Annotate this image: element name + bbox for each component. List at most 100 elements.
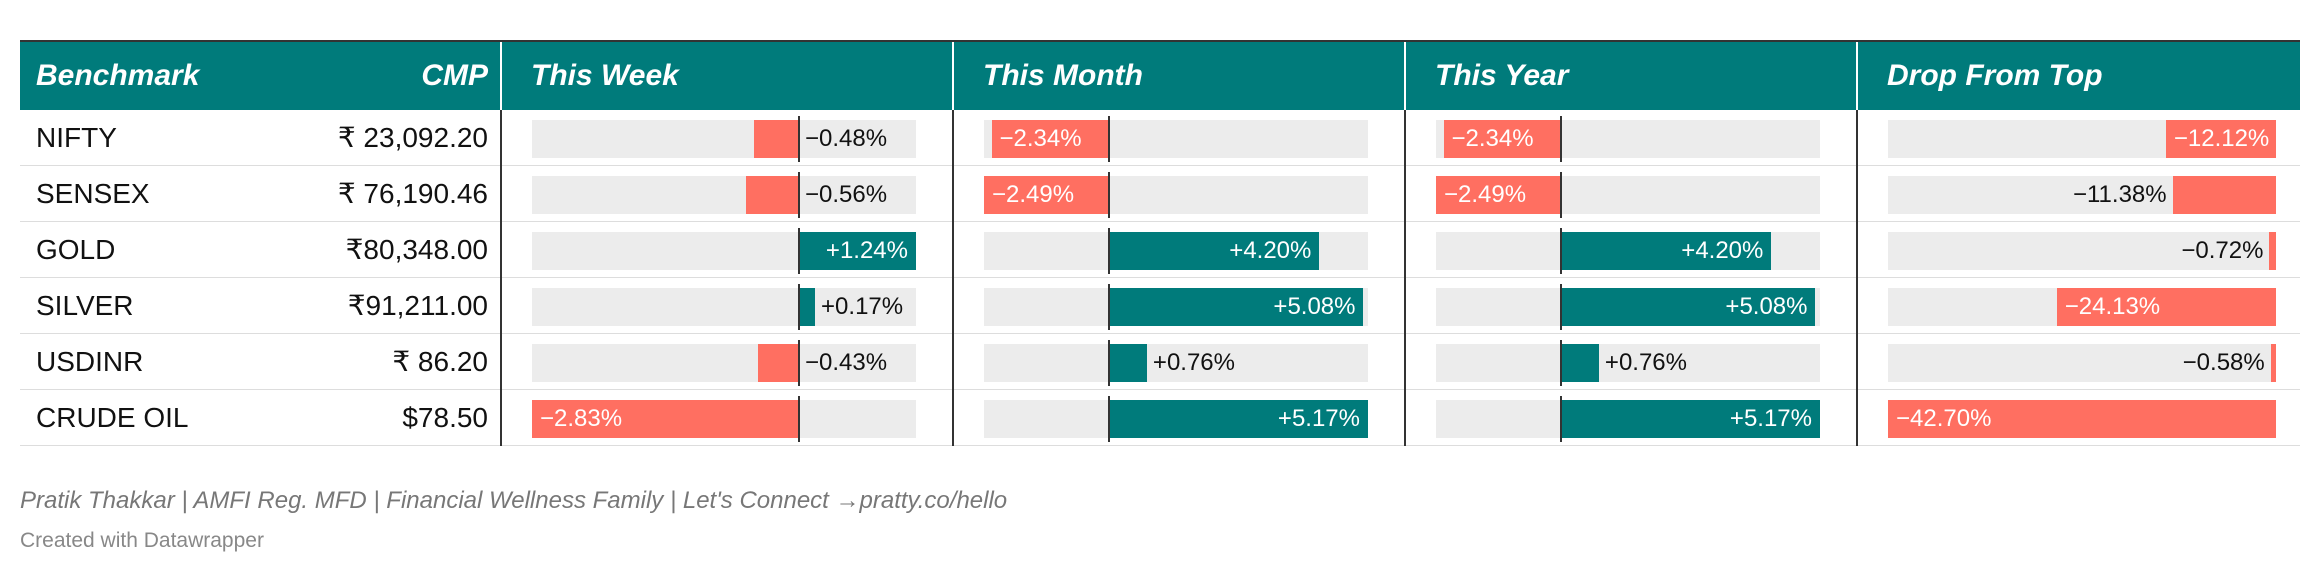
drop-value-label: −0.72% (2181, 237, 2264, 264)
month-value-label: +0.76% (1152, 349, 1235, 376)
year-zero-line (1559, 116, 1562, 162)
week-value-label: −2.83% (540, 405, 623, 432)
year-bar (1436, 176, 1561, 214)
week-bar-track: −0.56% (532, 172, 916, 218)
month-zero-line (1107, 284, 1110, 330)
drop-bar-track: −42.70% (1888, 400, 2276, 438)
footer-credit: Created with Datawrapper (20, 529, 264, 552)
month-bar-track: +5.17% (984, 396, 1368, 442)
drop-bar (2165, 120, 2276, 158)
drop-bar (2270, 344, 2276, 382)
week-bar (753, 120, 799, 158)
year-zero-line (1559, 340, 1562, 386)
year-value-label: +5.08% (1725, 293, 1808, 320)
drop-value-label: −11.38% (2072, 181, 2167, 208)
benchmark-name: NIFTY (36, 122, 117, 153)
month-zero-line (1107, 172, 1110, 218)
cmp-value: ₹ 86.20 (392, 346, 488, 377)
year-bar (1443, 120, 1561, 158)
month-zero-line (1107, 396, 1110, 442)
month-bar-track: +4.20% (984, 228, 1368, 274)
year-bar-track: −2.49% (1436, 172, 1820, 218)
year-bar-track: −2.34% (1436, 116, 1820, 162)
week-bar-track: −0.43% (532, 340, 916, 386)
header-separator (500, 42, 502, 110)
week-zero-line (798, 340, 800, 386)
month-bar (1108, 344, 1147, 382)
week-zero-line (798, 228, 800, 274)
week-value-label: −0.43% (805, 349, 888, 376)
month-zero-line (1107, 228, 1110, 274)
drop-bar-track: −0.58% (1888, 344, 2276, 382)
month-bar (984, 176, 1109, 214)
cmp-value: ₹80,348.00 (345, 234, 488, 265)
table-row: SILVER ₹91,211.00 +0.17% +5.08% +5.08% −24.13… (20, 278, 2300, 334)
week-bar (799, 288, 816, 326)
year-value-label: −2.49% (1444, 181, 1527, 208)
year-zero-line (1559, 228, 1562, 274)
cmp-value: ₹91,211.00 (347, 290, 488, 321)
benchmark-name: SILVER (36, 290, 134, 321)
week-bar-track: +0.17% (532, 284, 916, 330)
year-value-label: +4.20% (1681, 237, 1764, 264)
column-separator (952, 110, 954, 446)
drop-value-label: −24.13% (2064, 293, 2161, 320)
column-separator (500, 110, 502, 446)
month-bar-track: +5.08% (984, 284, 1368, 330)
drop-bar (2172, 176, 2276, 214)
week-bar (758, 344, 799, 382)
year-bar-track: +0.76% (1436, 340, 1820, 386)
year-bar (1560, 288, 1816, 326)
header-separator (952, 42, 954, 110)
year-zero-line (1559, 284, 1562, 330)
week-value-label: +1.24% (825, 237, 908, 264)
year-value-label: +0.76% (1604, 349, 1687, 376)
month-bar-track: −2.49% (984, 172, 1368, 218)
month-value-label: +4.20% (1229, 237, 1312, 264)
week-zero-line (798, 284, 800, 330)
benchmark-name: GOLD (36, 234, 116, 265)
benchmark-name: CRUDE OIL (36, 402, 189, 433)
table-row: SENSEX ₹ 76,190.46 −0.56% −2.49% −2.49% −11.3… (20, 166, 2300, 222)
week-zero-line (798, 172, 800, 218)
year-zero-line (1559, 172, 1562, 218)
week-bar-track: −2.83% (532, 396, 916, 442)
cmp-value: $78.50 (402, 402, 488, 433)
table-row: USDINR ₹ 86.20 −0.43% +0.76% +0.76% −0.58% (20, 334, 2300, 390)
year-value-label: +5.17% (1729, 405, 1812, 432)
week-value-label: −0.48% (805, 125, 888, 152)
header-cmp: CMP (421, 59, 488, 92)
drop-bar (2056, 288, 2276, 326)
year-bar (1560, 232, 1772, 270)
column-separator (1404, 110, 1406, 446)
drop-value-label: −0.58% (2182, 349, 2265, 376)
table-top-rule (20, 40, 2300, 42)
header-this-month: This Month (983, 59, 1143, 92)
month-bar (1108, 288, 1364, 326)
year-bar (1560, 344, 1599, 382)
cmp-value: ₹ 23,092.20 (337, 122, 488, 153)
drop-value-label: −12.12% (2173, 125, 2270, 152)
drop-value-label: −42.70% (1896, 405, 1992, 432)
year-bar (1560, 400, 1820, 438)
month-bar (1108, 400, 1368, 438)
year-zero-line (1559, 396, 1562, 442)
month-zero-line (1107, 340, 1110, 386)
month-bar-track: +0.76% (984, 340, 1368, 386)
week-bar-track: +1.24% (532, 228, 916, 274)
week-bar (532, 400, 799, 438)
header-benchmark: Benchmark (36, 59, 200, 92)
table-row: NIFTY ₹ 23,092.20 −0.48% −2.34% −2.34% −12.12… (20, 110, 2300, 166)
footer-byline: Pratik Thakkar | AMFI Reg. MFD | Financi… (20, 487, 1008, 514)
drop-bar-track: −11.38% (1888, 176, 2276, 214)
month-bar (991, 120, 1109, 158)
table-header: Benchmark CMP This Week This Month This … (20, 42, 2300, 110)
header-separator (1404, 42, 1406, 110)
week-value-label: +0.17% (821, 293, 904, 320)
year-bar-track: +5.17% (1436, 396, 1820, 442)
header-separator (1856, 42, 1858, 110)
month-value-label: −2.34% (999, 125, 1082, 152)
month-bar-track: −2.34% (984, 116, 1368, 162)
month-bar (1108, 232, 1320, 270)
week-bar-track: −0.48% (532, 116, 916, 162)
